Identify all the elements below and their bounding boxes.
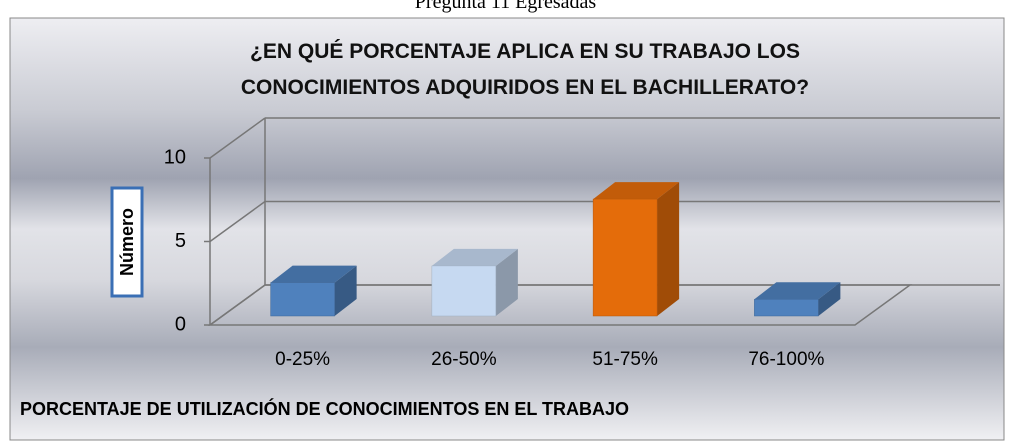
bar: [754, 282, 841, 317]
x-tick-label: 51-75%: [592, 349, 658, 370]
bar-side: [495, 248, 518, 316]
chart-title: ¿EN QUÉ PORCENTAJE APLICA EN SU TRABAJO …: [240, 40, 810, 99]
bar-top: [431, 248, 518, 266]
bar-front: [270, 282, 335, 317]
y-axis-label: Número: [117, 208, 137, 276]
grid-line: [209, 284, 266, 326]
bar-top: [593, 182, 680, 200]
y-tick-label: 5: [175, 230, 186, 252]
bar-side: [657, 182, 680, 316]
x-tick-label: 26-50%: [431, 349, 497, 370]
bar-side: [334, 265, 357, 316]
y-tick-label: 0: [175, 313, 186, 335]
bar-front: [431, 265, 497, 317]
caption: Pregunta 11 Egresadas: [414, 0, 597, 13]
bar-side: [818, 282, 841, 316]
x-tick-label: 0-25%: [275, 349, 330, 370]
bar-front: [754, 299, 819, 317]
grid-line: [209, 200, 266, 243]
y-tick-label: 10: [164, 146, 186, 168]
x-tick-label: 76-100%: [748, 349, 824, 370]
bar-top: [754, 282, 841, 300]
grid-line: [209, 117, 266, 159]
y-label-box: [110, 186, 144, 298]
chart-area: [9, 17, 1005, 441]
bar-top: [270, 265, 357, 283]
bar: [270, 265, 357, 317]
bar: [592, 182, 680, 317]
bar: [431, 248, 518, 317]
x-axis-label: PORCENTAJE DE UTILIZACIÓN DE CONOCIMIENT…: [20, 398, 629, 419]
bar-front: [592, 198, 658, 317]
